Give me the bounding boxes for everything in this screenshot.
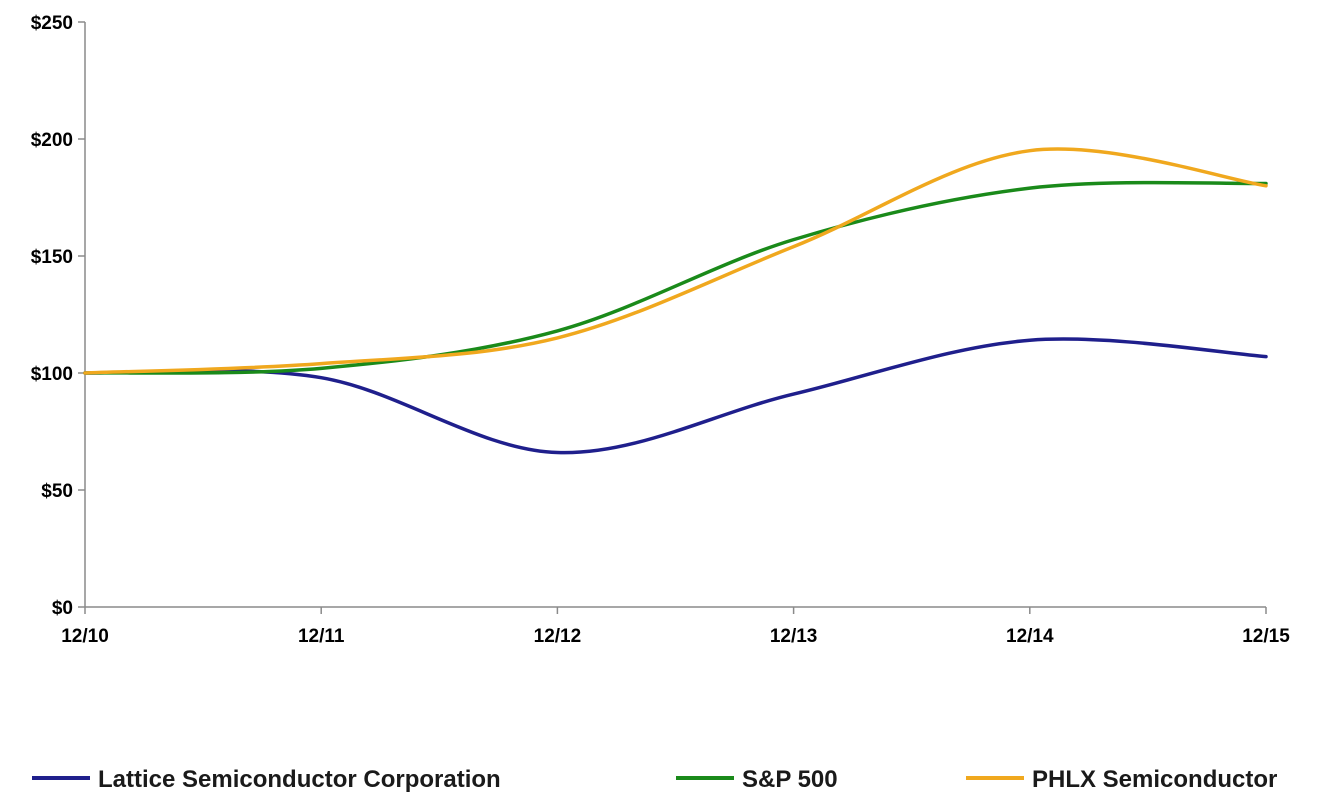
y-tick-label: $150 [31,247,73,268]
x-tick-label: 12/12 [534,626,582,647]
x-tick-label: 12/14 [1006,626,1054,647]
legend-label: S&P 500 [742,766,838,793]
x-tick-label: 12/11 [298,626,345,647]
legend-label: Lattice Semiconductor Corporation [98,766,501,793]
x-tick-label: 12/15 [1242,626,1290,647]
legend-item-lattice-semiconductor-corporation: Lattice Semiconductor Corporation [32,766,501,793]
legend: Lattice Semiconductor Corporation S&P 500… [32,766,1277,793]
y-tick-label: $100 [31,364,73,385]
y-axis-ticks: $0 $50 $100 $150 $200 $250 [31,13,85,619]
series-line-s-p-500 [83,180,1268,375]
series-lines [83,147,1268,455]
legend-label: PHLX Semiconductor [1032,766,1277,793]
x-tick-label: 12/10 [61,626,109,647]
chart-axes [84,22,1266,608]
legend-item-s-p-500: S&P 500 [676,766,838,793]
series-line-phlx-semiconductor [83,147,1268,375]
y-tick-label: $250 [31,13,73,34]
y-tick-label: $200 [31,130,73,151]
x-tick-label: 12/13 [770,626,818,647]
legend-item-phlx-semiconductor: PHLX Semiconductor [966,766,1277,793]
y-tick-label: $50 [41,481,73,502]
x-axis-ticks: 12/10 12/11 12/12 12/13 12/14 12/15 [61,607,1290,647]
y-tick-label: $0 [52,598,73,619]
series-line-lattice-semiconductor-corporation [83,337,1268,455]
